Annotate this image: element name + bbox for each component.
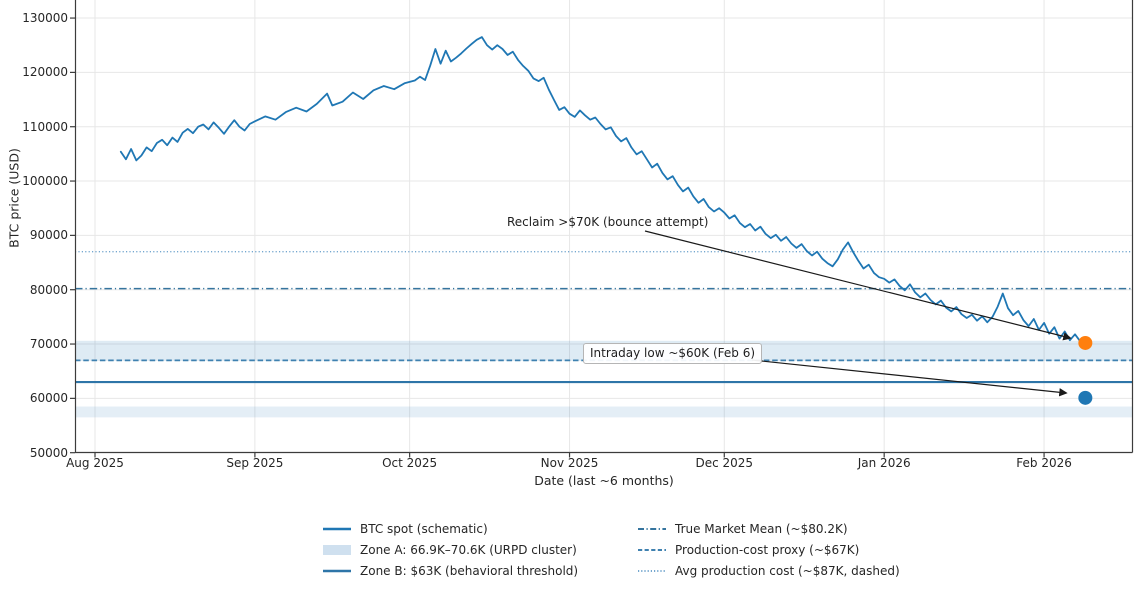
legend-line-marker [638,549,666,551]
legend: BTC spot (schematic) Zone A: 66.9K–70.6K … [322,520,1022,590]
x-tick-label: Oct 2025 [382,456,438,470]
legend-item-label: BTC spot (schematic) [360,522,488,536]
legend-line-marker [323,527,351,531]
btc-price-line [119,36,1087,344]
x-tick-label: Nov 2025 [540,456,599,470]
intraday-low-point [1078,390,1093,405]
y-tick-label: 110000 [22,119,68,134]
y-tick-label: 80000 [29,282,68,297]
reclaim-annotation: Reclaim >$70K (bounce attempt) [507,215,709,229]
y-tick-label: 60000 [29,391,68,406]
legend-item: Avg production cost (~$87K, dashed) [637,562,900,580]
legend-item-label: Production-cost proxy (~$67K) [675,543,860,557]
legend-line-marker [638,528,666,530]
y-tick-label: 120000 [22,65,68,80]
legend-item-label: Avg production cost (~$87K, dashed) [675,564,900,578]
reclaim-annotation-arrow [644,230,1072,341]
btc-chart-figure: BTC price (USD) 50000 60000 70000 80000 9000… [7,0,1134,578]
x-tick-label: Jan 2026 [857,456,911,470]
x-tick-label: Dec 2025 [695,456,754,470]
y-tick-label: 90000 [29,228,68,243]
legend-patch-marker [323,545,351,555]
legend-line-marker [323,569,351,573]
legend-item: Zone A: 66.9K–70.6K (URPD cluster) [322,541,577,559]
y-tick-label: 70000 [29,337,68,352]
legend-item-label: Zone B: $63K (behavioral threshold) [360,564,579,578]
legend-line-marker [638,570,666,572]
legend-item-label: True Market Mean (~$80.2K) [675,522,848,536]
x-tick-label: Sep 2025 [226,456,284,470]
y-tick-label: 100000 [22,174,68,189]
plot-area [70,0,1134,458]
legend-item: True Market Mean (~$80.2K) [637,520,848,538]
legend-item: BTC spot (schematic) [322,520,488,538]
intraday-low-annotation: Intraday low ~$60K (Feb 6) [583,343,763,364]
lower-band [75,406,1133,418]
legend-item: Zone B: $63K (behavioral threshold) [322,562,578,580]
y-tick-label: 130000 [22,11,68,26]
plot-canvas [70,0,1134,458]
x-axis-label: Date (last ~6 months) [534,473,674,488]
legend-item-label: Zone A: 66.9K–70.6K (URPD cluster) [360,543,577,557]
y-tick-label: 50000 [29,445,68,460]
bounce-attempt-point [1078,335,1093,350]
legend-item: Production-cost proxy (~$67K) [637,541,859,559]
intraday-low-annotation-arrow [751,359,1068,397]
x-tick-label: Feb 2026 [1016,456,1072,470]
x-tick-label: Aug 2025 [66,456,124,470]
